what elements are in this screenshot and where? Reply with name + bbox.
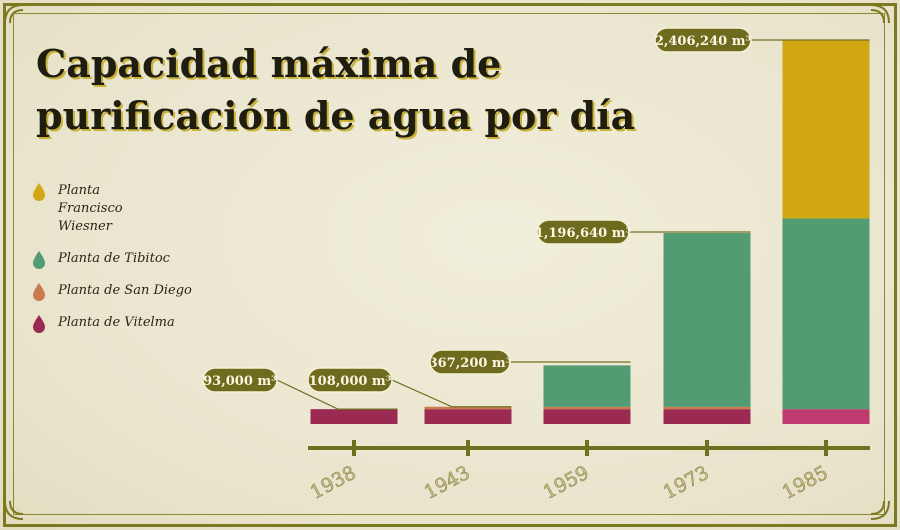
- total-label-pill: [307, 367, 393, 393]
- chart-title: Capacidad máxima de purificación de agua…: [36, 41, 636, 138]
- water-drop-icon: [33, 283, 45, 301]
- bar-segment: [663, 233, 751, 407]
- bar-segment: [782, 218, 870, 410]
- leader-line: [276, 379, 398, 410]
- total-value-label: 108,000 m³: [309, 374, 392, 389]
- x-tick-label: 1985: [779, 462, 832, 504]
- bar-segment: [782, 40, 870, 219]
- total-label-pill: [654, 27, 752, 53]
- legend-label: Planta de Vitelma: [58, 315, 175, 330]
- bar-segment: [543, 409, 631, 424]
- total-value-label: 367,200 m³: [429, 356, 512, 371]
- total-label-pill: [202, 367, 278, 393]
- bar-segment: [543, 365, 631, 407]
- chart-legend: Planta Francisco Wiesner Planta de Tibit…: [32, 182, 222, 346]
- x-tick-label: 1973: [660, 462, 713, 504]
- leader-line: [391, 379, 512, 408]
- water-drop-icon: [33, 251, 45, 269]
- total-value-label: 2,406,240 m³: [655, 34, 752, 49]
- total-value-label: 93,000 m³: [203, 374, 277, 389]
- x-tick-label: 1943: [421, 462, 474, 504]
- legend-item: Planta de San Diego: [32, 282, 222, 301]
- legend-label: Planta de Tibitoc: [58, 251, 170, 266]
- bar-segment: [310, 409, 398, 424]
- water-drop-icon: [33, 315, 45, 333]
- total-label-pill: [536, 219, 630, 245]
- bar-segment: [424, 409, 512, 424]
- legend-label: Planta de San Diego: [58, 283, 192, 298]
- legend-item: Planta Francisco Wiesner: [32, 182, 168, 236]
- total-label-pill: [429, 349, 511, 375]
- bar-segment: [663, 409, 751, 424]
- legend-item: Planta de Vitelma: [32, 314, 222, 333]
- water-drop-icon: [33, 183, 45, 201]
- bar-segment: [543, 406, 631, 410]
- legend-item: Planta de Tibitoc: [32, 250, 222, 269]
- x-tick-label: 1938: [307, 462, 360, 504]
- legend-label: Planta Francisco Wiesner: [58, 183, 123, 234]
- x-tick-label: 1959: [540, 462, 593, 504]
- bar-segment: [663, 406, 751, 410]
- bar-segment: [782, 409, 870, 424]
- total-value-label: 1,196,640 m³: [535, 226, 632, 241]
- bar-segment: [424, 406, 512, 410]
